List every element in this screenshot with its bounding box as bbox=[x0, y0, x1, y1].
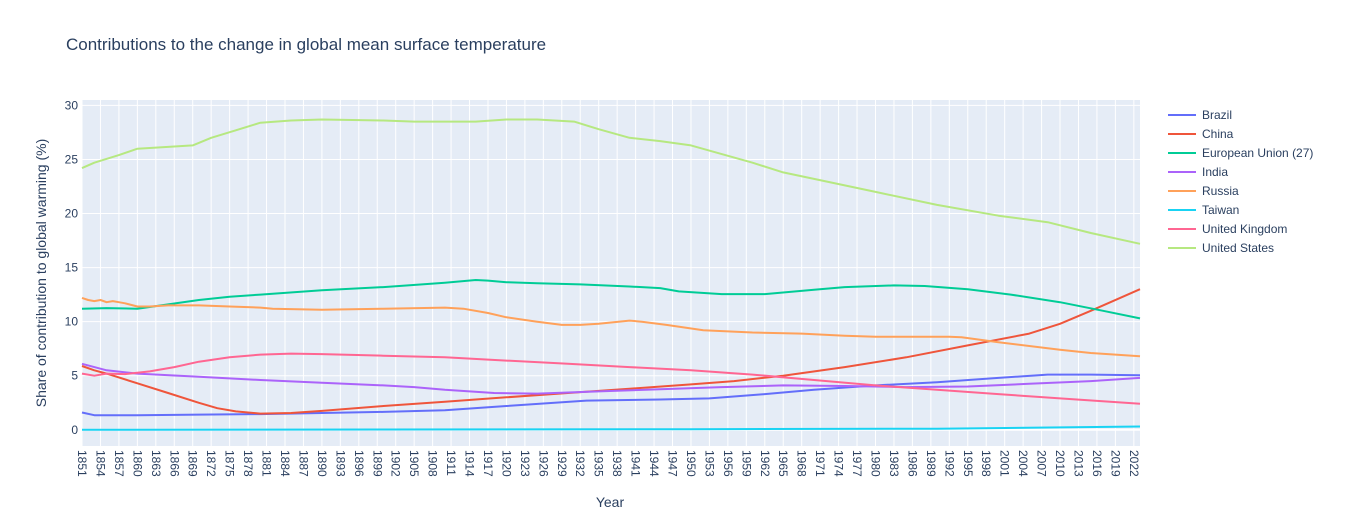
legend-label: Brazil bbox=[1202, 108, 1232, 122]
x-tick-label: 1911 bbox=[444, 450, 458, 476]
x-tick-label: 1962 bbox=[758, 450, 772, 477]
legend-item[interactable]: Russia bbox=[1168, 184, 1239, 198]
series-line bbox=[81, 425, 1141, 431]
legend-item[interactable]: India bbox=[1168, 165, 1228, 179]
x-axis-title: Year bbox=[596, 494, 625, 510]
x-tick-label: 1992 bbox=[942, 450, 956, 477]
x-tick-label: 1896 bbox=[352, 450, 366, 477]
x-tick-label: 1959 bbox=[739, 450, 753, 477]
x-tick-label: 1983 bbox=[887, 450, 901, 477]
legend-item[interactable]: European Union (27) bbox=[1168, 146, 1313, 160]
x-tick-labels: 1851 1854 1857 1860 1863 1866 1869 1872 1875 1878… bbox=[75, 450, 1141, 477]
series-line bbox=[81, 373, 1141, 417]
legend[interactable]: Brazil China European Union (27) India Russi… bbox=[1168, 108, 1313, 255]
x-tick-label: 1854 bbox=[93, 450, 107, 477]
x-tick-label: 2022 bbox=[1127, 450, 1141, 477]
x-tick-label: 2007 bbox=[1035, 450, 1049, 477]
legend-label: United States bbox=[1202, 241, 1274, 255]
y-tick-labels: 0 5 10 15 20 25 30 bbox=[65, 98, 79, 436]
x-tick-label: 1995 bbox=[961, 450, 975, 477]
y-tick-label: 5 bbox=[71, 369, 78, 383]
x-tick-label: 1914 bbox=[463, 450, 477, 477]
x-tick-label: 1875 bbox=[223, 450, 237, 477]
y-tick-label: 20 bbox=[65, 207, 79, 221]
series-line bbox=[81, 296, 1141, 358]
y-tick-label: 15 bbox=[65, 261, 79, 275]
x-tick-label: 1917 bbox=[481, 450, 495, 477]
x-tick-label: 1944 bbox=[647, 450, 661, 477]
x-tick-label: 1851 bbox=[75, 450, 89, 477]
x-tick-label: 1860 bbox=[130, 450, 144, 477]
legend-item[interactable]: Brazil bbox=[1168, 108, 1232, 122]
x-tick-label: 1899 bbox=[370, 450, 384, 477]
series-line bbox=[81, 288, 1141, 415]
x-tick-label: 2010 bbox=[1053, 450, 1067, 477]
x-tick-label: 1941 bbox=[629, 450, 643, 477]
legend-label: India bbox=[1202, 165, 1228, 179]
legend-label: European Union (27) bbox=[1202, 146, 1313, 160]
x-tick-label: 1977 bbox=[850, 450, 864, 477]
x-tick-label: 1872 bbox=[204, 450, 218, 477]
y-tick-label: 10 bbox=[65, 315, 79, 329]
x-tick-label: 1926 bbox=[536, 450, 550, 477]
x-tick-label: 1968 bbox=[795, 450, 809, 477]
x-tick-label: 1887 bbox=[296, 450, 310, 477]
chart-title: Contributions to the change in global me… bbox=[66, 35, 546, 54]
legend-item[interactable]: China bbox=[1168, 127, 1234, 141]
series-lines bbox=[81, 118, 1141, 431]
x-tick-label: 1980 bbox=[869, 450, 883, 477]
x-tick-label: 1998 bbox=[979, 450, 993, 477]
x-tick-label: 1920 bbox=[499, 450, 513, 477]
y-axis-title: Share of contribution to global warming … bbox=[33, 139, 49, 407]
x-tick-label: 1881 bbox=[260, 450, 274, 477]
series-line bbox=[81, 352, 1141, 405]
x-tick-label: 1905 bbox=[407, 450, 421, 477]
legend-item[interactable]: United Kingdom bbox=[1168, 222, 1287, 236]
x-tick-label: 1932 bbox=[573, 450, 587, 477]
series-line bbox=[81, 362, 1141, 395]
x-tick-label: 2016 bbox=[1090, 450, 1104, 477]
legend-label: Taiwan bbox=[1202, 203, 1239, 217]
x-tick-label: 1965 bbox=[776, 450, 790, 477]
x-tick-label: 1953 bbox=[702, 450, 716, 477]
x-tick-label: 1989 bbox=[924, 450, 938, 477]
legend-item[interactable]: Taiwan bbox=[1168, 203, 1239, 217]
x-tick-label: 2001 bbox=[998, 450, 1012, 477]
x-tick-label: 1869 bbox=[186, 450, 200, 477]
x-tick-label: 2013 bbox=[1071, 450, 1085, 477]
y-tick-label: 30 bbox=[65, 98, 79, 112]
x-tick-label: 1902 bbox=[389, 450, 403, 477]
legend-item[interactable]: United States bbox=[1168, 241, 1274, 255]
series-line bbox=[81, 118, 1141, 245]
x-tick-label: 1929 bbox=[555, 450, 569, 477]
plot-background bbox=[82, 100, 1140, 446]
series-line bbox=[81, 279, 1141, 320]
x-tick-label: 2019 bbox=[1108, 450, 1122, 477]
x-tick-label: 1947 bbox=[666, 450, 680, 477]
x-tick-label: 1878 bbox=[241, 450, 255, 477]
x-tick-label: 1863 bbox=[149, 450, 163, 477]
x-tick-label: 1923 bbox=[518, 450, 532, 477]
y-tick-label: 0 bbox=[71, 423, 78, 437]
legend-label: United Kingdom bbox=[1202, 222, 1287, 236]
x-tick-label: 1986 bbox=[905, 450, 919, 477]
x-tick-label: 1908 bbox=[426, 450, 440, 477]
x-tick-label: 1971 bbox=[813, 450, 827, 477]
x-tick-label: 1893 bbox=[333, 450, 347, 477]
x-tick-label: 1974 bbox=[832, 450, 846, 477]
x-tick-label: 1890 bbox=[315, 450, 329, 477]
legend-label: Russia bbox=[1202, 184, 1239, 198]
x-tick-label: 1956 bbox=[721, 450, 735, 477]
x-tick-label: 1857 bbox=[112, 450, 126, 477]
x-tick-label: 1935 bbox=[592, 450, 606, 477]
legend-label: China bbox=[1202, 127, 1234, 141]
x-tick-label: 1950 bbox=[684, 450, 698, 477]
x-tick-label: 1938 bbox=[610, 450, 624, 477]
x-tick-label: 2004 bbox=[1016, 450, 1030, 477]
y-tick-label: 25 bbox=[65, 152, 79, 166]
x-tick-label: 1884 bbox=[278, 450, 292, 477]
x-tick-label: 1866 bbox=[167, 450, 181, 477]
